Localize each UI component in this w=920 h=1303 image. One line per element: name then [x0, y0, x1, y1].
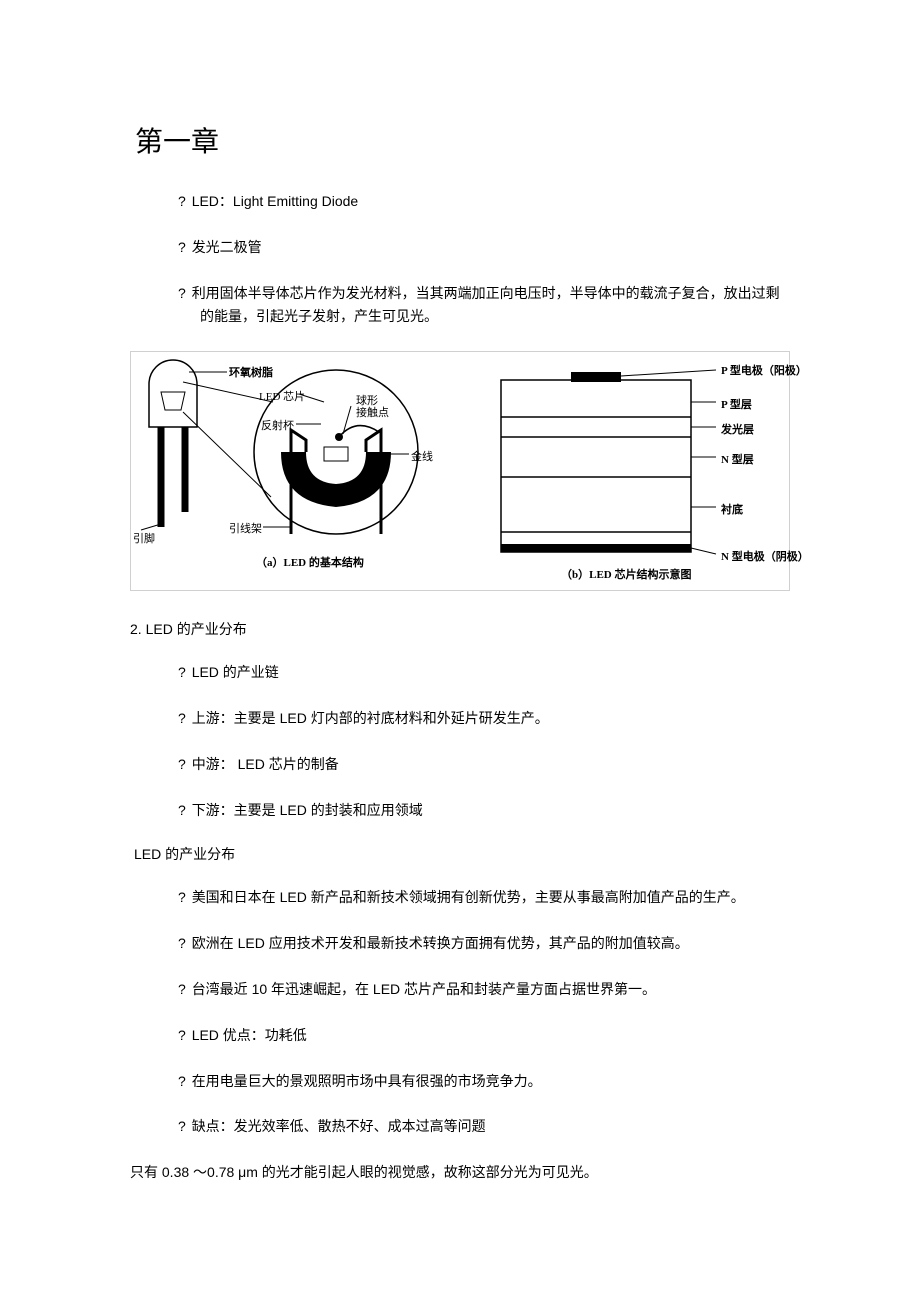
list-item: 缺点：发光效率低、散热不好、成本过高等问题 — [178, 1115, 790, 1139]
list-item: 发光二极管 — [178, 236, 790, 260]
led-diagram: 环氧树脂 LED 芯片 球形 接触点 反射杯 金线 引线架 引脚 （a）LED … — [130, 351, 790, 591]
list-item: LED 的产业链 — [178, 661, 790, 685]
label-chip: LED 芯片 — [259, 388, 305, 404]
diagram-svg — [131, 352, 789, 590]
label-emit-layer: 发光层 — [721, 421, 754, 437]
label-epoxy: 环氧树脂 — [229, 364, 273, 380]
bullet-list-distribution: 美国和日本在 LED 新产品和新技术领域拥有创新优势，主要从事最高附加值产品的生… — [178, 886, 790, 1139]
list-item: LED：Light Emitting Diode — [178, 190, 790, 214]
label-gold-wire: 金线 — [411, 448, 433, 464]
list-item: 下游：主要是 LED 的封装和应用领域 — [178, 799, 790, 823]
caption-b: （b）LED 芯片结构示意图 — [561, 566, 692, 582]
list-item: LED 优点：功耗低 — [178, 1024, 790, 1048]
list-item: 上游：主要是 LED 灯内部的衬底材料和外延片研发生产。 — [178, 707, 790, 731]
label-reflector: 反射杯 — [261, 417, 294, 433]
label-pin: 引脚 — [133, 530, 155, 546]
bullet-list-intro: LED：Light Emitting Diode 发光二极管 利用固体半导体芯片… — [178, 190, 790, 329]
list-item: 美国和日本在 LED 新产品和新技术领域拥有创新优势，主要从事最高附加值产品的生… — [178, 886, 790, 910]
sub-heading-distribution: LED 的产业分布 — [134, 844, 790, 864]
list-item: 中游： LED 芯片的制备 — [178, 753, 790, 777]
label-lead-frame: 引线架 — [229, 520, 262, 536]
label-n-electrode: N 型电极（阴极） — [721, 548, 809, 564]
label-p-electrode: P 型电极（阳极） — [721, 362, 807, 378]
label-n-layer: N 型层 — [721, 451, 754, 467]
list-item: 在用电量巨大的景观照明市场中具有很强的市场竞争力。 — [178, 1070, 790, 1094]
section-2-heading: 2. LED 的产业分布 — [130, 619, 790, 639]
caption-a: （a）LED 的基本结构 — [256, 554, 364, 570]
bullet-list-industry-chain: LED 的产业链 上游：主要是 LED 灯内部的衬底材料和外延片研发生产。 中游… — [178, 661, 790, 822]
label-ball-2: 接触点 — [356, 404, 389, 420]
list-item: 台湾最近 10 年迅速崛起，在 LED 芯片产品和封装产量方面占据世界第一。 — [178, 978, 790, 1002]
closing-text: 只有 0.38 ～0.78 μm 的光才能引起人眼的视觉感，故称这部分光为可见光… — [130, 1161, 790, 1185]
list-item: 欧洲在 LED 应用技术开发和最新技术转换方面拥有优势，其产品的附加值较高。 — [178, 932, 790, 956]
label-substrate: 衬底 — [721, 501, 743, 517]
chapter-title: 第一章 — [135, 120, 790, 160]
label-p-layer: P 型层 — [721, 396, 752, 412]
list-item: 利用固体半导体芯片作为发光材料，当其两端加正向电压时，半导体中的载流子复合，放出… — [178, 282, 790, 330]
